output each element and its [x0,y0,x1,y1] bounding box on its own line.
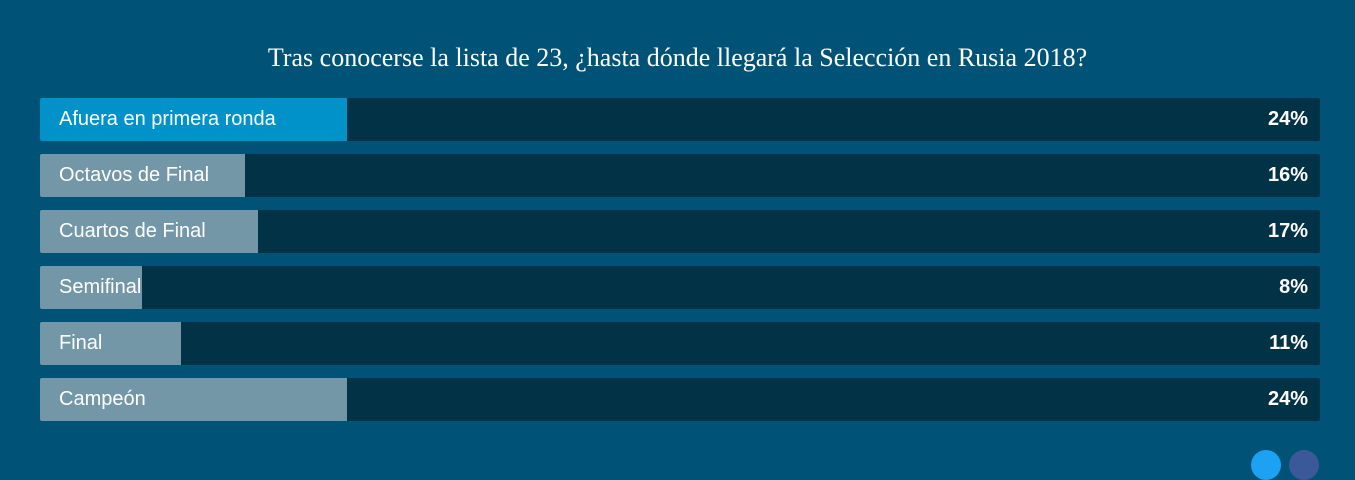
poll-option-bar[interactable]: Semifinal 8% [40,266,1320,309]
facebook-share-icon[interactable] [1289,450,1319,480]
bar-fill [40,154,245,197]
option-percentage: 16% [1267,164,1308,186]
option-label: Afuera en primera ronda [59,108,276,130]
poll-option-bar[interactable]: Cuartos de Final 17% [40,210,1320,253]
option-label: Cuartos de Final [59,220,206,242]
option-percentage: 8% [1279,276,1308,298]
bar-fill [40,322,181,365]
bar-fill [40,210,258,253]
option-label: Semifinal [59,276,142,298]
poll-options: Afuera en primera ronda 24% Octavos de Fin… [40,98,1320,434]
option-percentage: 17% [1267,220,1308,242]
option-label: Campeón [59,388,146,410]
share-buttons [1239,450,1319,480]
option-label: Final [59,332,103,354]
poll-option-bar[interactable]: Campeón 24% [40,378,1320,421]
poll-option-bar[interactable]: Afuera en primera ronda 24% [40,98,1320,141]
option-percentage: 24% [1267,388,1308,410]
option-percentage: 11% [1269,332,1308,354]
bar-fill [40,98,348,141]
poll-option-bar[interactable]: Octavos de Final 16% [40,154,1320,197]
option-label: Octavos de Final [59,164,210,186]
twitter-share-icon[interactable] [1251,450,1281,480]
poll-title: Tras conocerse la lista de 23, ¿hasta dó… [267,43,1088,72]
bar-fill [40,266,143,309]
bar-fill [40,378,348,421]
poll-option-bar[interactable]: Final 11% [40,322,1320,365]
option-percentage: 24% [1267,108,1308,130]
